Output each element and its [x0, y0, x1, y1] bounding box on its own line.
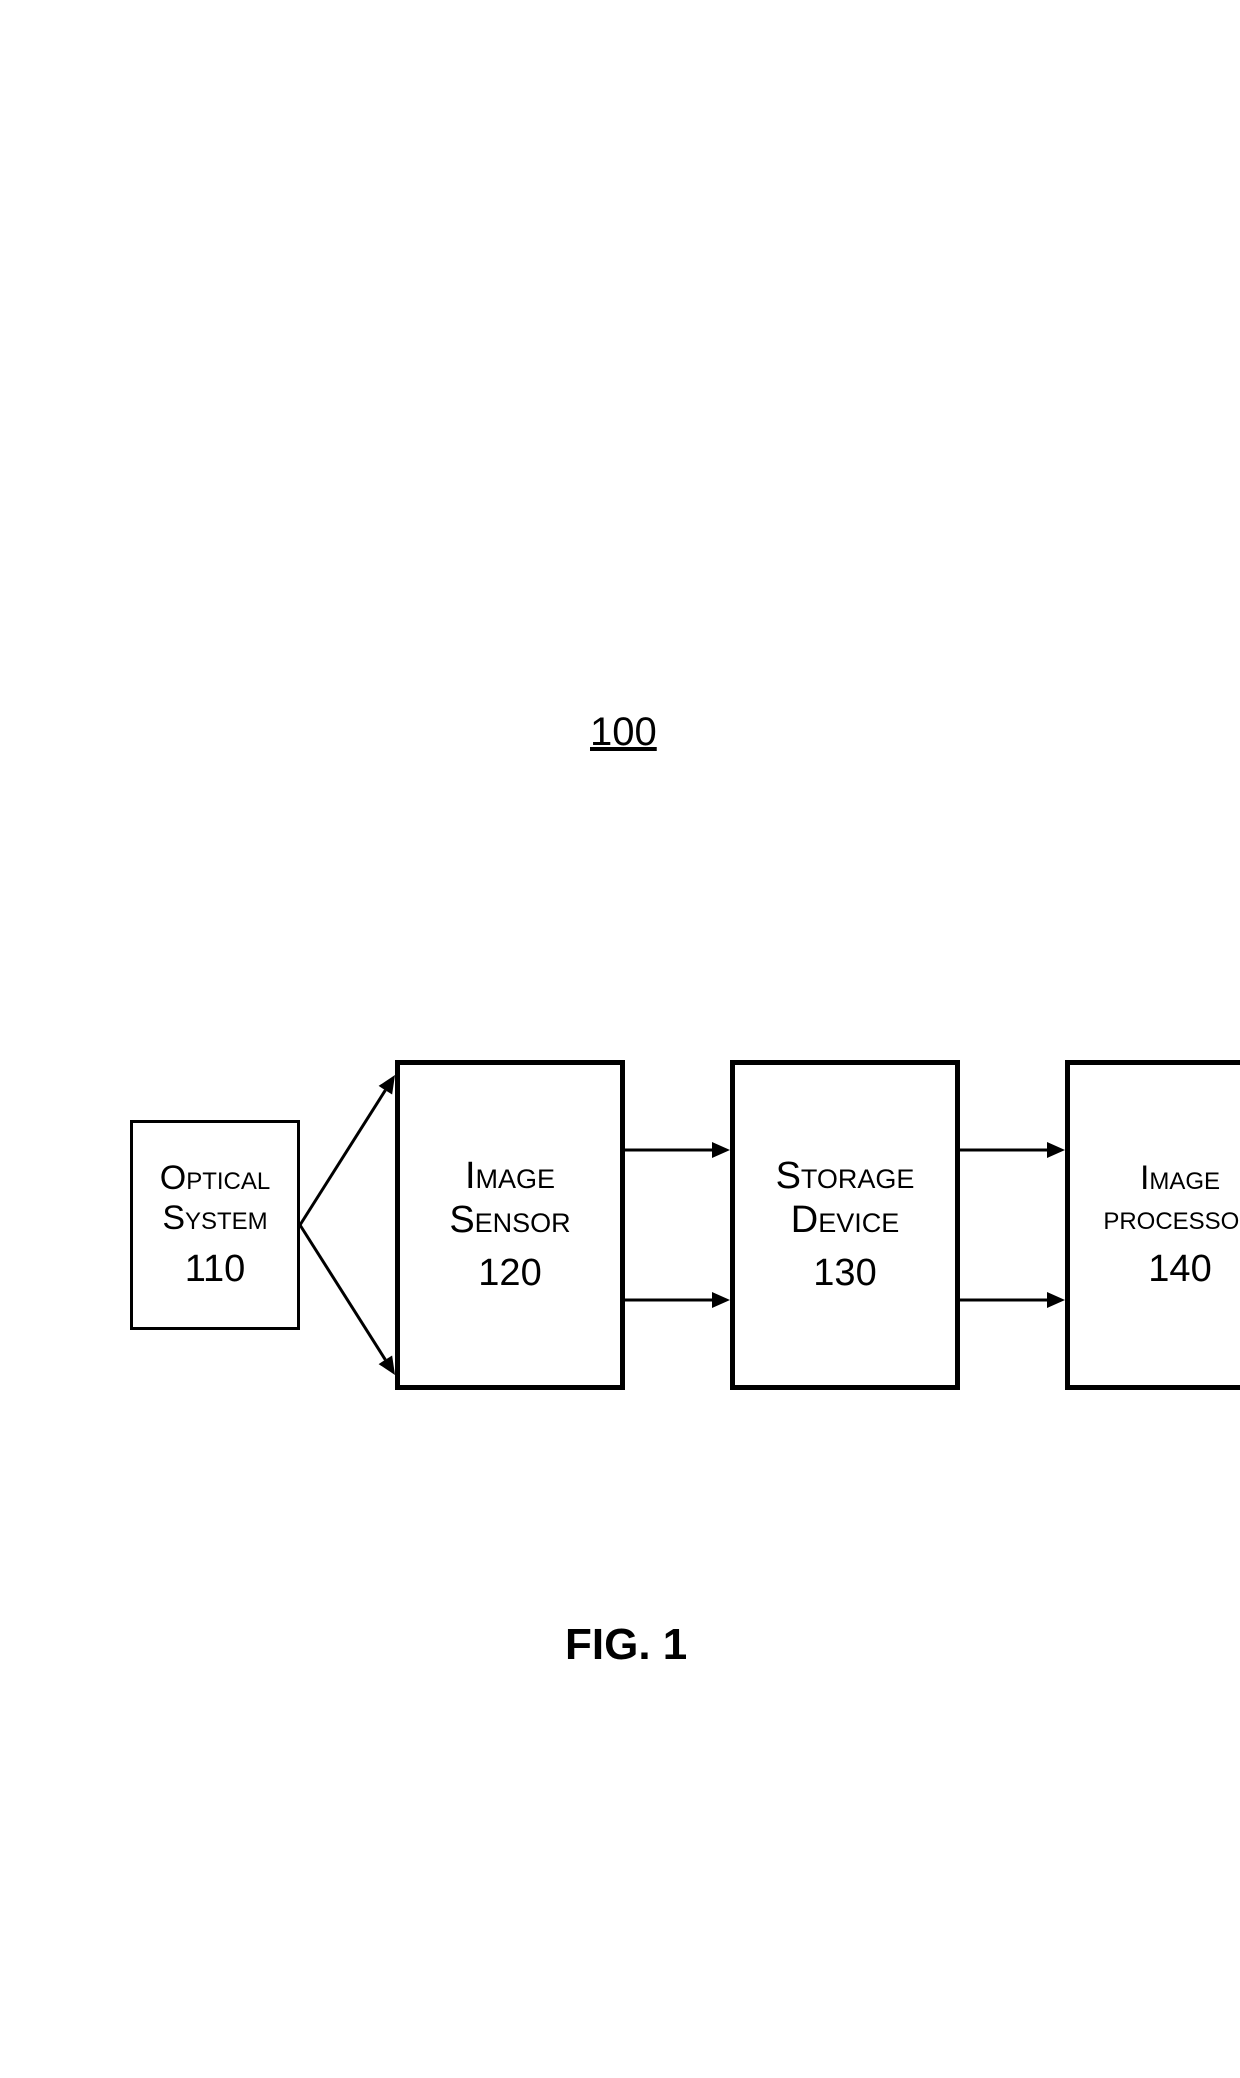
- block-storage-device: Storage Device 130: [730, 1060, 960, 1390]
- diagram-reference-label: 100: [590, 710, 657, 755]
- block-refnum: 110: [185, 1248, 246, 1291]
- block-title: Image Sensor: [400, 1155, 620, 1242]
- block-title: Image processor: [1070, 1159, 1240, 1237]
- block-refnum: 140: [1148, 1248, 1211, 1291]
- block-optical-system: Optical System 110: [130, 1120, 300, 1330]
- connectors-layer: [0, 0, 1240, 2078]
- page: 100 Optical System 110 Image Sensor 120 …: [0, 0, 1240, 2078]
- block-image-processor: Image processor 140: [1065, 1060, 1240, 1390]
- block-refnum: 120: [478, 1252, 541, 1295]
- block-image-sensor: Image Sensor 120: [395, 1060, 625, 1390]
- block-title: Storage Device: [735, 1155, 955, 1242]
- figure-caption: FIG. 1: [565, 1620, 687, 1670]
- block-refnum: 130: [813, 1252, 876, 1295]
- block-title: Optical System: [133, 1159, 297, 1237]
